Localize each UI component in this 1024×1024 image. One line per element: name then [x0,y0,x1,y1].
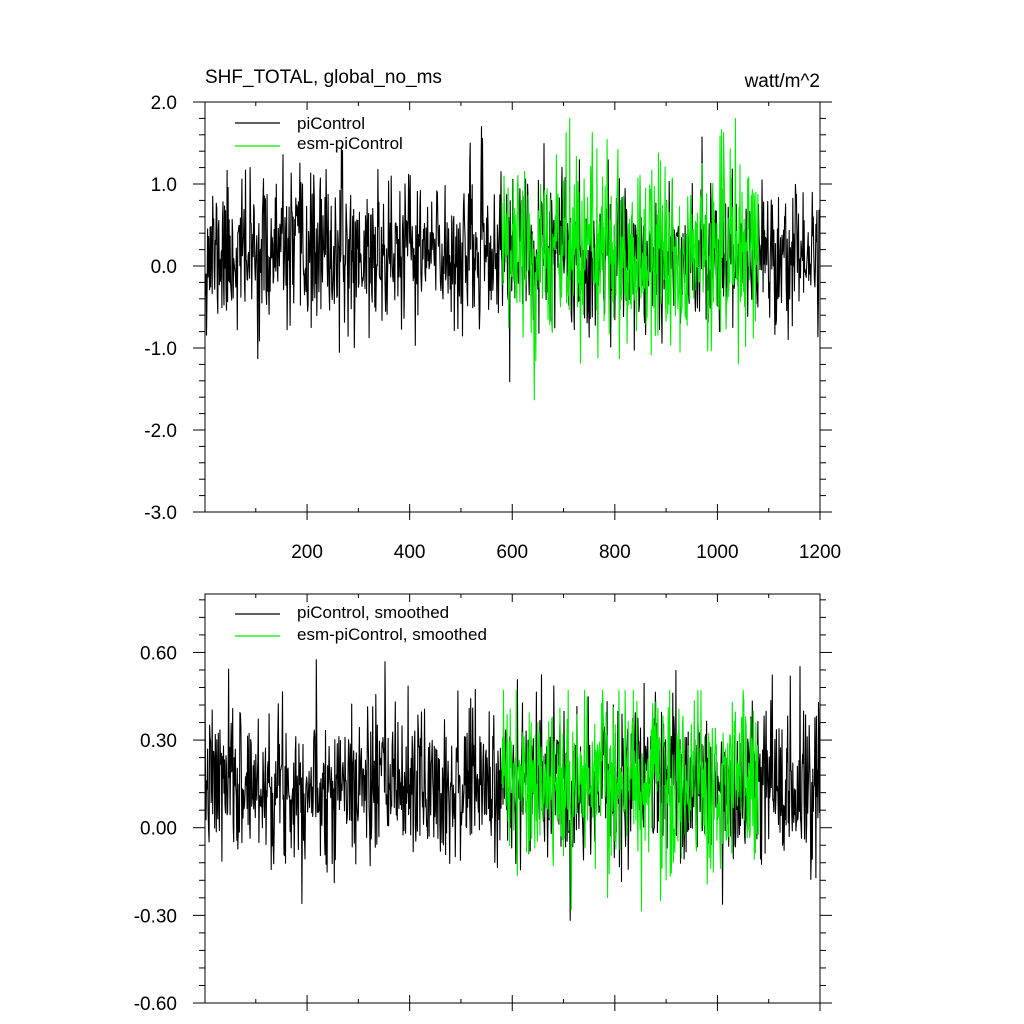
legend-label-picontrol-smoothed: piControl, smoothed [297,603,449,622]
x-tick-label: 400 [394,542,426,563]
bottom-panel: -0.60 -0.30 0.00 0.30 0.60 piControl, smooth… [134,593,832,1015]
x-tick-label: 200 [291,542,323,563]
top-series-group [204,117,821,401]
y-tick-label: -1.0 [144,339,177,360]
series-line-esm-picontrol-smoothed [501,689,759,912]
top-panel: SHF_TOTAL, global_no_ms watt/m^2 200 400 6… [144,67,841,563]
x-tick-label: 600 [496,542,528,563]
y-tick-label: 0.60 [140,643,177,664]
y-tick-label: -2.0 [144,421,177,442]
bottom-axis-ticks: -0.60 -0.30 0.00 0.30 0.60 [134,594,832,1015]
top-legend: piControl esm-piControl [235,114,403,153]
x-tick-label: 1000 [696,542,738,563]
top-plot-frame [204,101,821,513]
y-tick-label: 0.00 [140,819,177,840]
y-tick-label: 0.0 [151,257,177,278]
bottom-series-group [204,659,821,921]
top-panel-units: watt/m^2 [744,71,820,92]
top-panel-title: SHF_TOTAL, global_no_ms [205,67,442,88]
y-tick-label: 2.0 [151,93,177,114]
x-tick-label: 800 [599,542,631,563]
y-tick-label: 1.0 [151,175,177,196]
bottom-legend: piControl, smoothed esm-piControl, smoot… [235,603,487,644]
legend-label-esm-picontrol: esm-piControl [297,134,403,153]
y-tick-label: -3.0 [144,503,177,524]
y-tick-label: 0.30 [140,731,177,752]
y-tick-label: -0.30 [134,906,177,927]
x-tick-label: 1200 [799,542,841,563]
y-tick-label: -0.60 [134,994,177,1015]
legend-label-esm-picontrol-smoothed: esm-piControl, smoothed [297,625,487,644]
legend-label-picontrol: piControl [297,114,365,133]
top-axis-ticks: 200 400 600 800 1000 1200 -3.0 -2.0 -1.0 0.0 1.0 2.… [144,93,841,563]
series-line-esm-picontrol [501,117,759,401]
